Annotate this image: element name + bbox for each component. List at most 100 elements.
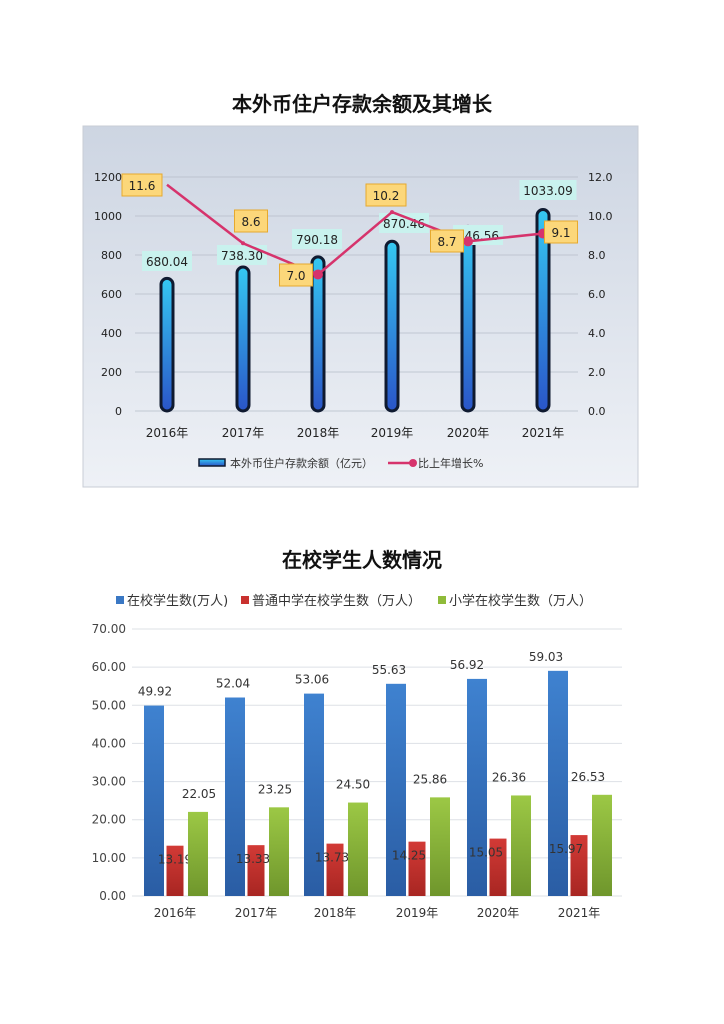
chart1-bar bbox=[235, 265, 251, 413]
chart1-ytick-right: 2.0 bbox=[588, 366, 606, 379]
chart1-bar-label-bg bbox=[292, 229, 342, 249]
chart1-bar-label: 870.46 bbox=[383, 217, 425, 231]
chart1-bar-label-bg bbox=[217, 245, 267, 265]
chart2-bar bbox=[326, 843, 344, 896]
chart2-data-label: 15.97 bbox=[549, 842, 583, 856]
chart1-bar-label: 680.04 bbox=[146, 255, 188, 269]
chart1-bar bbox=[460, 224, 476, 413]
chart2-ytick: 0.00 bbox=[99, 889, 126, 903]
chart1-line-point bbox=[241, 241, 245, 246]
chart2-bar bbox=[408, 841, 426, 896]
chart1-ytick-left: 400 bbox=[101, 327, 122, 340]
chart2-bar bbox=[225, 697, 245, 896]
chart1-ytick-left: 600 bbox=[101, 288, 122, 301]
chart1-xtick: 2018年 bbox=[297, 426, 340, 440]
chart1-xtick: 2016年 bbox=[146, 426, 189, 440]
chart2-data-label: 26.36 bbox=[492, 770, 526, 784]
chart1-growth-line bbox=[166, 183, 544, 276]
chart1-line-label: 10.2 bbox=[373, 189, 400, 203]
chart2-bar bbox=[348, 802, 368, 896]
chart2-ytick: 30.00 bbox=[92, 775, 126, 789]
chart2-xtick: 2018年 bbox=[314, 906, 357, 920]
chart2-legend-label: 在校学生数(万人) bbox=[127, 593, 228, 609]
chart2-ytick: 60.00 bbox=[92, 660, 126, 674]
chart1-bar-label: 738.30 bbox=[221, 249, 263, 263]
chart2-bar bbox=[188, 811, 208, 896]
chart1-line-label: 8.6 bbox=[241, 215, 260, 229]
chart2-legend-swatch bbox=[438, 596, 446, 604]
chart1-xtick: 2017年 bbox=[222, 426, 265, 440]
chart2-ytick: 10.00 bbox=[92, 851, 126, 865]
chart1-bar-label-bg bbox=[142, 251, 192, 271]
chart2-bar bbox=[570, 835, 588, 896]
chart1-line-label: 7.0 bbox=[286, 269, 305, 283]
chart1-line-label-bg bbox=[234, 209, 268, 233]
chart1-ytick-left: 1200 bbox=[94, 171, 122, 184]
chart2-data-label: 49.92 bbox=[138, 685, 172, 699]
chart1-ytick-left: 1000 bbox=[94, 210, 122, 223]
chart1-xtick: 2021年 bbox=[522, 426, 565, 440]
chart1-xtick: 2020年 bbox=[447, 426, 490, 440]
chart2-bar bbox=[511, 795, 531, 896]
chart2-bar bbox=[144, 705, 164, 896]
chart2-data-label: 53.06 bbox=[295, 673, 329, 687]
chart2-data-label: 24.50 bbox=[336, 778, 370, 792]
chart2-bar bbox=[467, 678, 487, 896]
chart1-line-point bbox=[390, 210, 394, 215]
chart2-xtick: 2019年 bbox=[396, 906, 439, 920]
chart1-line-label-bg bbox=[279, 263, 313, 287]
chart2-legend-label: 小学在校学生数（万人） bbox=[449, 593, 592, 609]
chart1-bar bbox=[310, 255, 326, 413]
chart2-bar bbox=[592, 794, 612, 896]
chart2-bar bbox=[304, 693, 324, 896]
chart2-xtick: 2020年 bbox=[477, 906, 520, 920]
chart2-data-label: 26.53 bbox=[571, 770, 605, 784]
chart2-data-label: 15.05 bbox=[469, 846, 503, 860]
chart2-bar bbox=[247, 845, 265, 896]
chart1-bar-label: 790.18 bbox=[296, 233, 338, 247]
chart2-ytick: 20.00 bbox=[92, 813, 126, 827]
chart1-legend-line-marker bbox=[409, 459, 417, 467]
chart1-line-label: 8.7 bbox=[437, 235, 456, 249]
chart1-bar bbox=[159, 276, 175, 413]
chart1-legend-bar-label: 本外币住户存款余额（亿元） bbox=[230, 456, 373, 470]
chart1-ytick-right: 6.0 bbox=[588, 288, 606, 301]
chart1-bar-label-bg bbox=[379, 213, 429, 233]
chart2-data-label: 25.86 bbox=[413, 772, 447, 786]
chart2-data-label: 13.19 bbox=[158, 853, 192, 867]
chart2-data-label: 59.03 bbox=[529, 650, 563, 664]
chart1-bar bbox=[384, 239, 400, 413]
chart1-legend-bar-swatch bbox=[198, 458, 226, 467]
chart1-line-point bbox=[313, 269, 323, 280]
chart2-ytick: 50.00 bbox=[92, 698, 126, 712]
chart1-line-label-bg bbox=[121, 173, 163, 197]
chart2-bar bbox=[548, 670, 568, 896]
chart2-bar bbox=[269, 807, 289, 896]
chart1-line-label-bg bbox=[430, 229, 464, 253]
chart1-ytick-left: 800 bbox=[101, 249, 122, 262]
chart1-line-label-bg bbox=[365, 183, 407, 207]
chart2-legend-label: 普通中学在校学生数（万人） bbox=[252, 593, 421, 609]
chart1-title: 本外币住户存款余额及其增长 bbox=[232, 92, 492, 116]
chart1-ytick-right: 10.0 bbox=[588, 210, 613, 223]
chart1-ytick-right: 0.0 bbox=[588, 405, 606, 418]
chart2-legend-swatch bbox=[116, 596, 124, 604]
chart1-line-label: 9.1 bbox=[551, 226, 570, 240]
chart2-data-label: 52.04 bbox=[216, 677, 250, 691]
chart2-data-label: 22.05 bbox=[182, 787, 216, 801]
chart1-line-label-bg bbox=[544, 220, 578, 244]
chart2-title: 在校学生人数情况 bbox=[282, 548, 442, 572]
chart1-bar bbox=[535, 208, 551, 413]
chart1-bar-label-bg bbox=[519, 180, 577, 200]
chart1-ytick-left: 200 bbox=[101, 366, 122, 379]
chart2-data-label: 23.25 bbox=[258, 782, 292, 796]
chart2-bar bbox=[430, 797, 450, 896]
chart2-data-label: 13.33 bbox=[236, 852, 270, 866]
chart1-legend-line-label: 比上年增长% bbox=[418, 456, 483, 470]
chart2-legend-swatch bbox=[241, 596, 249, 604]
chart2-xtick: 2017年 bbox=[235, 906, 278, 920]
chart1-xtick: 2019年 bbox=[371, 426, 414, 440]
chart2-bar bbox=[489, 838, 507, 896]
chart2-data-label: 56.92 bbox=[450, 658, 484, 672]
